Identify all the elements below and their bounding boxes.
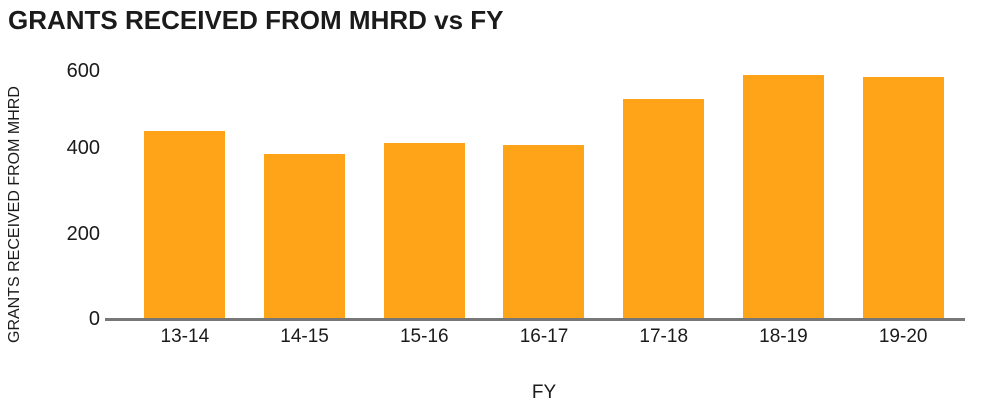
- y-tick-label: 600: [66, 60, 100, 82]
- x-tick-label: 16-17: [519, 326, 569, 347]
- bar-17-18[interactable]: [623, 99, 705, 318]
- y-tick-label: 200: [66, 222, 100, 245]
- x-tick-label: 13-14: [160, 326, 210, 347]
- x-tick-label: 19-20: [878, 326, 928, 347]
- x-tick-label: 14-15: [280, 326, 329, 347]
- x-tick-label: 17-18: [639, 326, 689, 347]
- y-tick-label: 0: [88, 307, 100, 330]
- plot-area: [125, 60, 963, 318]
- x-tick-label: 15-16: [399, 326, 449, 347]
- bar-19-20[interactable]: [862, 77, 944, 318]
- x-axis-title: FY: [531, 382, 557, 403]
- bar-16-17[interactable]: [503, 145, 585, 318]
- bar-15-16[interactable]: [383, 143, 465, 318]
- bar-14-15[interactable]: [264, 154, 346, 318]
- x-axis-line: [105, 318, 965, 321]
- bar-13-14[interactable]: [144, 131, 226, 318]
- chart-title: GRANTS RECEIVED FROM MHRD vs FY: [8, 5, 504, 35]
- y-tick-label: 400: [66, 137, 100, 160]
- x-axis-tick-labels: 13-14 14-15 15-16 16-17 17-18 18-19 19-20: [125, 326, 963, 348]
- x-tick-label: 18-19: [759, 326, 808, 347]
- bar-18-19[interactable]: [742, 75, 824, 318]
